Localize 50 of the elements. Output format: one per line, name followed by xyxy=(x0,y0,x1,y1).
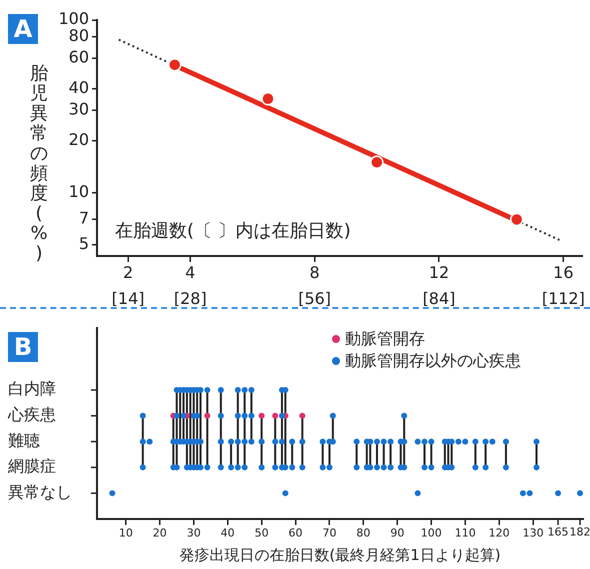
x-tick-label: 90 xyxy=(390,526,404,540)
x2-tick-label: [14] xyxy=(112,288,145,308)
x2-tick-label: [56] xyxy=(298,288,332,308)
x-tick-label: 12 xyxy=(428,262,450,282)
x2-tick-label: 165 xyxy=(548,525,569,538)
x-tick-label: 16 xyxy=(553,262,574,282)
y-tick-label: 40 xyxy=(68,78,89,97)
text: 白内障 xyxy=(8,379,56,398)
point xyxy=(261,92,275,106)
x-tick-label: 40 xyxy=(220,526,235,540)
chart-title: B xyxy=(8,332,38,362)
y-tick-label: 30 xyxy=(68,99,89,118)
legend-label: 動脈管開存 xyxy=(345,328,425,350)
text: 難聴 xyxy=(8,430,40,450)
text: 胎児異常の頻度(%) xyxy=(30,63,48,264)
y-tick-label: 10 xyxy=(68,182,89,201)
x2-tick-label: [84] xyxy=(422,288,456,308)
point xyxy=(370,156,384,170)
x-tick-label: 2 xyxy=(122,262,134,282)
legend-label: 動脈管開存以外の心疾患 xyxy=(345,350,521,372)
x2-tick-label: 182 xyxy=(570,525,590,538)
point xyxy=(168,58,182,72)
y-tick-label: 20 xyxy=(68,130,89,149)
text: 異常なし xyxy=(8,482,72,502)
text: 網膜症 xyxy=(7,456,56,476)
y-tick-label: 5 xyxy=(78,234,89,253)
x-tick-label: 130 xyxy=(522,526,544,540)
y-tick-label: 60 xyxy=(68,47,89,66)
y-tick-label: 80 xyxy=(68,26,89,45)
x-tick-label: 120 xyxy=(488,526,510,540)
x-tick-label: 30 xyxy=(186,526,201,540)
x-axis-title: 在胎週数(〔 〕内は在胎日数) xyxy=(115,220,351,242)
x-tick-label: 70 xyxy=(322,526,336,540)
x-tick-label: 50 xyxy=(254,526,269,540)
x-axis-title: 発疹出現日の在胎日数(最終月経第1日より起算) xyxy=(179,546,501,564)
x-tick-label: 110 xyxy=(454,526,476,540)
x-tick-label: 80 xyxy=(356,526,370,540)
point xyxy=(510,212,524,226)
y-tick-label: 7 xyxy=(78,208,89,228)
x2-tick-label: [112] xyxy=(542,288,585,308)
x2-tick-label: [28] xyxy=(174,288,207,308)
x-tick-label: 8 xyxy=(310,262,320,282)
x-tick-label: 60 xyxy=(288,526,303,540)
x-tick-label: 20 xyxy=(152,526,167,540)
y-tick-label: 100 xyxy=(58,9,89,28)
x-tick-label: 100 xyxy=(420,526,442,540)
chart-title: A xyxy=(8,14,38,44)
x-tick-label: 4 xyxy=(185,262,196,282)
x-tick-label: 10 xyxy=(118,526,133,540)
text: 心疾患 xyxy=(7,404,56,424)
